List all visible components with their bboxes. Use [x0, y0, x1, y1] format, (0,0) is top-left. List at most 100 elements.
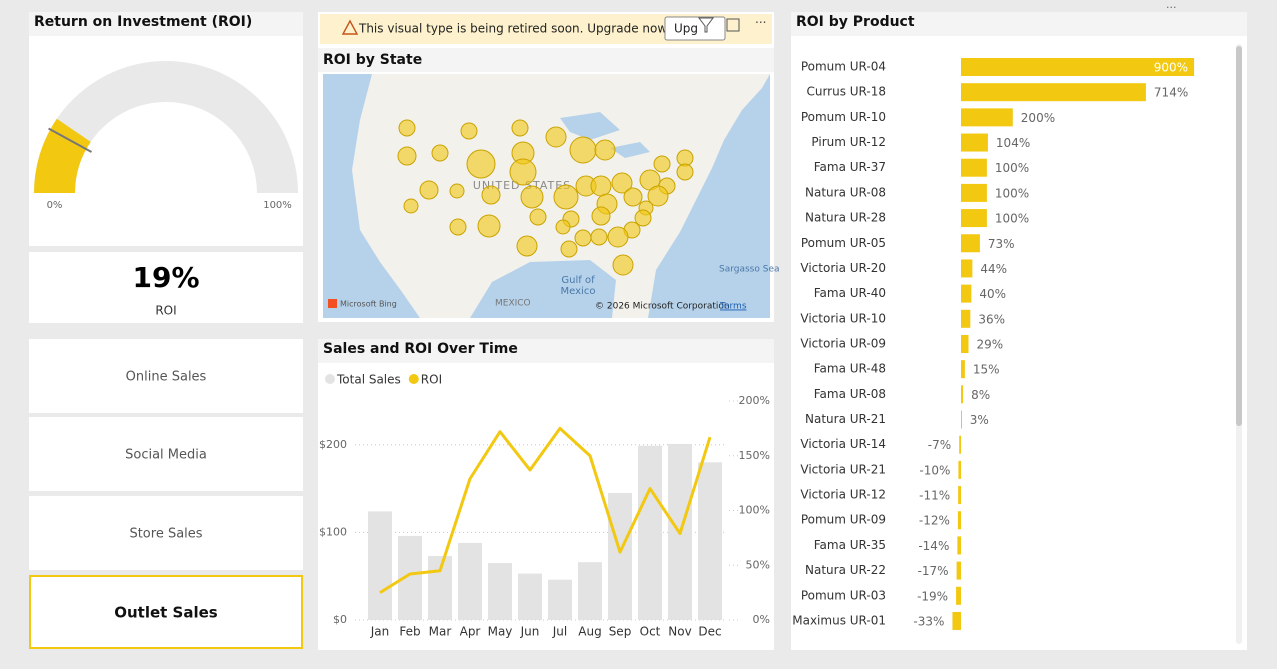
panel-header	[318, 339, 774, 363]
slicer-button-label[interactable]: Outlet Sales	[114, 604, 218, 622]
data-label: -19%	[917, 589, 948, 603]
category-label: Pomum UR-05	[801, 236, 886, 250]
gulf	[470, 260, 616, 318]
more-icon[interactable]: ···	[1166, 1, 1177, 14]
category-label: Pomum UR-09	[801, 513, 886, 527]
data-label: 73%	[988, 237, 1015, 251]
map-bubble	[545, 126, 567, 148]
data-label: 100%	[995, 212, 1029, 226]
bar	[958, 486, 961, 505]
slicer-button[interactable]	[29, 575, 303, 649]
map-bubble	[676, 163, 694, 181]
map-copyright: © 2026 Microsoft Corporation	[595, 302, 730, 312]
map-bubble	[466, 149, 496, 179]
category-label: Victoria UR-14	[800, 437, 886, 451]
x-tick-label: Apr	[460, 625, 481, 639]
bar	[961, 183, 987, 202]
gauge-min-label: 0%	[47, 200, 63, 211]
y-tick-label: $0	[333, 613, 347, 626]
bar	[961, 410, 962, 429]
x-tick-label: Jul	[552, 625, 567, 639]
bar	[957, 536, 961, 555]
data-label: 100%	[995, 161, 1029, 175]
filter-icon[interactable]	[698, 17, 714, 33]
slicer-button-label[interactable]: Social Media	[125, 448, 207, 463]
data-label: -33%	[913, 614, 944, 628]
bar	[961, 360, 965, 379]
y-tick-label: $200	[319, 438, 347, 451]
map-bubble	[397, 146, 417, 166]
map-bubble	[516, 235, 538, 257]
map-label: Mexico	[561, 286, 596, 297]
upgrade-button-label[interactable]: Upg	[674, 22, 698, 36]
x-tick-label: Dec	[698, 625, 721, 639]
map-bubble	[647, 185, 669, 207]
slicer-button[interactable]	[29, 496, 303, 570]
y-tick-label: $100	[319, 525, 347, 538]
map-bubble	[634, 209, 652, 227]
bar	[961, 209, 987, 228]
map-bubble	[520, 185, 544, 209]
bar	[957, 511, 961, 530]
bar	[458, 542, 482, 620]
bar	[368, 511, 392, 620]
map-bubble	[591, 206, 611, 226]
slicer-button[interactable]	[29, 417, 303, 491]
data-label: 40%	[979, 287, 1006, 301]
lake	[560, 112, 620, 140]
product-title: ROI by Product	[796, 14, 915, 30]
category-label: Pomum UR-10	[801, 110, 886, 124]
category-label: Fama UR-08	[814, 387, 886, 401]
category-label: Victoria UR-10	[800, 311, 886, 325]
data-label: 900%	[1154, 61, 1188, 75]
warning-icon	[341, 19, 359, 35]
map-label: Gulf of	[561, 275, 595, 286]
y2-tick-label: 150%	[739, 449, 770, 462]
category-label: Pomum UR-03	[801, 588, 886, 602]
category-label: Natura UR-22	[805, 563, 886, 577]
x-tick-label: Nov	[668, 625, 691, 639]
map-bubble	[623, 187, 643, 207]
category-label: Fama UR-48	[814, 362, 886, 376]
map-bubble	[607, 226, 629, 248]
bar	[518, 573, 542, 620]
bar	[488, 563, 512, 620]
combo-title: Sales and ROI Over Time	[323, 341, 518, 357]
gauge-title: Return on Investment (ROI)	[34, 14, 252, 30]
card-panel	[29, 252, 303, 323]
slicer-button-label[interactable]: Online Sales	[126, 370, 207, 385]
bar	[961, 108, 1013, 127]
y2-tick-label: 50%	[746, 558, 770, 571]
map-bubble	[612, 254, 634, 276]
focus-icon[interactable]	[726, 18, 740, 32]
data-label: -10%	[919, 463, 950, 477]
map-label: Sargasso Sea	[719, 265, 780, 275]
map-bubble	[460, 122, 478, 140]
scrollbar-thumb[interactable]	[1236, 46, 1242, 426]
category-label: Fama UR-35	[814, 538, 886, 552]
line	[379, 426, 712, 594]
map-bubble	[590, 175, 612, 197]
y2-tick-label: 0%	[753, 613, 770, 626]
bar	[428, 556, 452, 620]
pacific	[323, 74, 420, 318]
map-bubble	[553, 184, 579, 210]
bar	[578, 562, 602, 620]
terms-link[interactable]: Terms	[719, 302, 747, 312]
card-value: 19%	[132, 261, 199, 294]
map-bubble	[481, 185, 501, 205]
map-bubble	[594, 139, 616, 161]
x-tick-label: Sep	[609, 625, 632, 639]
data-label: 200%	[1021, 111, 1055, 125]
more-icon[interactable]: ···	[755, 16, 766, 30]
map-bubble	[449, 218, 467, 236]
category-label: Natura UR-28	[805, 211, 886, 225]
x-tick-label: Jun	[520, 625, 540, 639]
bar	[638, 445, 662, 620]
bar	[608, 492, 632, 620]
data-label: 714%	[1154, 86, 1188, 100]
slicer-button-label[interactable]: Store Sales	[129, 527, 202, 542]
bar	[961, 83, 1146, 102]
slicer-button[interactable]	[29, 339, 303, 413]
